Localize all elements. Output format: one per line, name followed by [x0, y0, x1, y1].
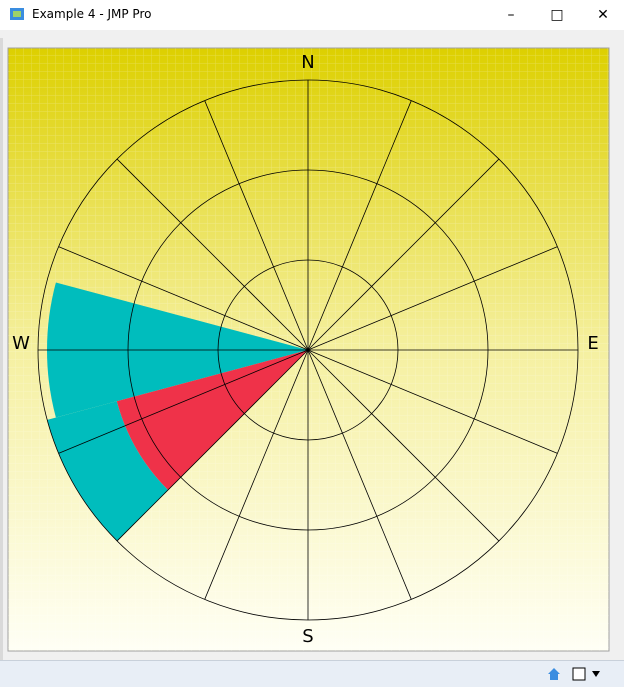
chart: N E S W: [0, 38, 610, 660]
compass-label: W: [12, 333, 30, 354]
angular-grid-line: [116, 158, 309, 351]
app-icon: [10, 8, 24, 20]
wedge: [47, 401, 168, 541]
home-icon[interactable]: [548, 668, 560, 680]
angular-grid-line: [307, 158, 500, 351]
angular-grid-line: [58, 349, 309, 454]
dropdown-arrow[interactable]: [592, 671, 600, 677]
minimize-button[interactable]: –: [507, 7, 515, 23]
angular-grid-line: [307, 100, 412, 351]
maximize-button[interactable]: □: [550, 7, 564, 23]
angular-grid-line: [307, 349, 412, 600]
angular-grid-line: [307, 349, 558, 454]
checkbox[interactable]: [572, 667, 586, 681]
left-edge: [0, 38, 3, 660]
wedge: [116, 350, 308, 491]
status-bar: [0, 660, 624, 687]
angular-grid-line: [116, 349, 309, 542]
compass-label: E: [587, 333, 598, 354]
angular-grid-line: [307, 246, 558, 351]
close-button[interactable]: ✕: [597, 7, 609, 23]
angular-grid-line: [204, 100, 309, 351]
angular-grid-line: [58, 246, 309, 351]
compass-label: N: [301, 52, 314, 73]
angular-grid-line: [204, 349, 309, 600]
window-title: Example 4 - JMP Pro: [32, 7, 152, 21]
angular-grid-line: [307, 349, 500, 542]
compass-label: S: [302, 626, 313, 647]
status-icons: [548, 667, 600, 681]
title-bar: Example 4 - JMP Pro – □ ✕: [0, 0, 624, 30]
